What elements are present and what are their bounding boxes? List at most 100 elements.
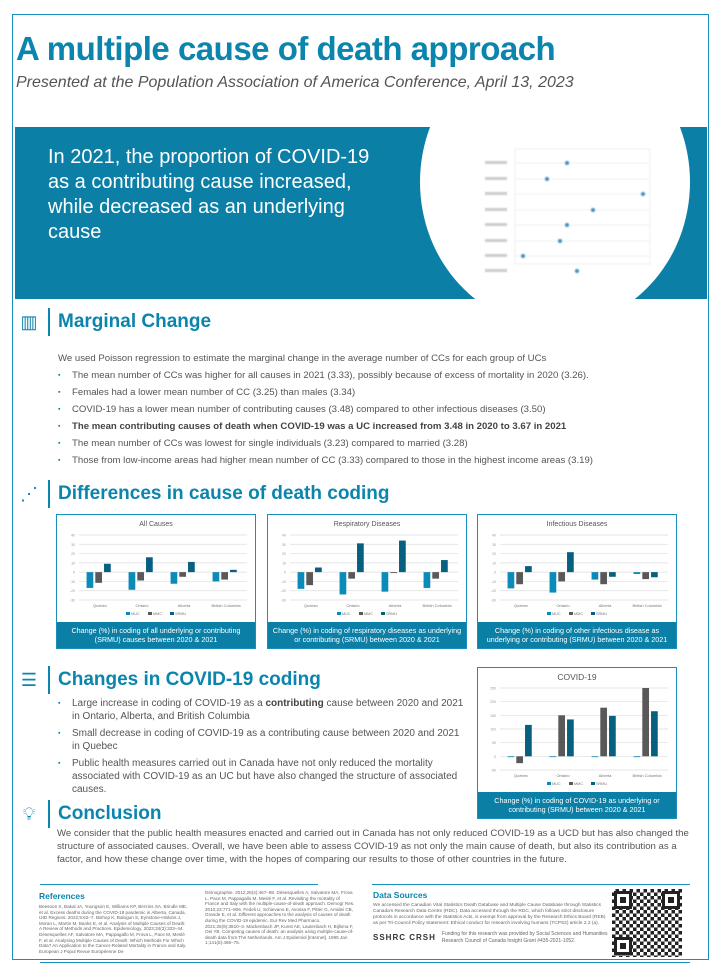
marginal-change-body: We used Poisson regression to estimate t…: [58, 350, 703, 469]
scatter-icon: ⋰: [20, 484, 38, 504]
hero-circle: [420, 127, 690, 299]
bar-mmc: [600, 707, 608, 757]
marginal-bullet: COVID-19 has a lower mean number of cont…: [58, 401, 703, 418]
y-tick-label: -30: [281, 599, 286, 603]
references-continued: Démographie. 2012;28(4):467–98. Désesque…: [205, 890, 355, 946]
y-tick-label: 20: [282, 552, 286, 556]
y-tick-label: 30: [492, 543, 496, 547]
y-tick-label: 10: [71, 561, 75, 565]
bar-srmu: [441, 560, 448, 573]
chart-infectious-diseases: Infectious Diseases 40 30 20 10 0 -10 -20 -30 Que…: [477, 514, 677, 649]
bar-mmc: [179, 572, 187, 577]
forest-plot-image: [485, 148, 651, 273]
legend-swatch: [547, 782, 551, 785]
section-title: Conclusion: [58, 803, 162, 824]
legend-label: MMC: [364, 612, 373, 616]
x-tick-label: Ontario: [135, 603, 149, 608]
y-tick-label: -10: [70, 580, 75, 584]
references-col1: Beesoon S, Bakal JA, Youngson E, William…: [39, 904, 188, 954]
references-heading: References: [39, 891, 85, 901]
bar-muc: [423, 572, 431, 588]
bar-muc: [86, 572, 94, 588]
x-tick-label: Alberta: [178, 603, 191, 608]
chart-title: COVID-19: [557, 672, 597, 682]
y-tick-label: 0: [73, 571, 75, 575]
legend-swatch: [381, 612, 385, 615]
legend-label: MUC: [342, 612, 351, 616]
server-icon: ☰: [20, 670, 38, 690]
chart-caption: Change (%) in coding of all underlying o…: [57, 622, 255, 648]
bar-mmc: [558, 715, 566, 757]
bar-muc: [381, 572, 389, 592]
bar-srmu: [525, 566, 532, 573]
y-tick-label: 40: [492, 534, 496, 538]
legend-label: MMC: [574, 612, 583, 616]
chart-covid-19: COVID-19 250 200 150 100 50 0 -50 Quebec Ontario A…: [477, 667, 677, 819]
conclusion-text: We consider that the public health measu…: [57, 828, 689, 865]
y-tick-label: -20: [70, 589, 75, 593]
legend-label: MUC: [552, 782, 561, 786]
bar-muc: [170, 572, 178, 584]
chart-plot: 40 30 20 10 0 -10 -20 -30 Quebec Ontario Alberta Br…: [491, 534, 668, 616]
legend-label: MMC: [574, 782, 583, 786]
y-tick-label: 0: [494, 571, 496, 575]
y-tick-label: 200: [490, 700, 496, 704]
y-tick-label: -30: [70, 599, 75, 603]
text: Large increase in coding of COVID-19 as …: [72, 698, 266, 709]
x-tick-label: Quebec: [304, 603, 318, 608]
bar-muc: [507, 756, 515, 758]
y-tick-label: 40: [71, 534, 75, 538]
legend-label: SRMU: [596, 612, 607, 616]
chart-plot: 40 30 20 10 0 -10 -20 -30 Quebec Ontario Alberta Br…: [281, 534, 458, 616]
bar-srmu: [609, 572, 616, 577]
x-tick-label: British Columbia: [211, 603, 241, 608]
bar-muc: [549, 756, 557, 758]
bar-muc: [591, 756, 599, 758]
legend-label: SRMU: [596, 782, 607, 786]
y-tick-label: -30: [491, 599, 496, 603]
legend-swatch: [337, 612, 341, 615]
covid-bullet: Small decrease in coding of COVID-19 as …: [58, 727, 468, 753]
bar-srmu: [651, 572, 658, 578]
y-tick-label: 0: [494, 755, 496, 759]
y-tick-label: 100: [490, 728, 496, 732]
y-tick-label: 20: [492, 552, 496, 556]
poster-subtitle: Presented at the Population Association …: [16, 74, 574, 91]
bar-muc: [549, 572, 557, 593]
bar-muc: [591, 572, 599, 580]
hero-banner: In 2021, the proportion of COVID-19 as a…: [15, 127, 707, 299]
sshrc-logo: SSHRC CRSH: [373, 932, 436, 942]
legend-label: MMC: [153, 612, 162, 616]
qr-code[interactable]: [612, 889, 682, 957]
x-tick-label: Ontario: [556, 773, 570, 778]
bar-srmu: [567, 719, 574, 757]
legend-swatch: [569, 612, 573, 615]
x-tick-label: Alberta: [599, 603, 612, 608]
covid-coding-header: ☰ Changes in COVID-19 coding: [18, 666, 321, 694]
legend-swatch: [148, 612, 152, 615]
marginal-bullet: The mean number of CCs was lowest for si…: [58, 435, 703, 452]
bar-mmc: [432, 572, 440, 579]
marginal-bullet: The mean contributing causes of death wh…: [58, 418, 703, 435]
bar-srmu: [399, 540, 406, 573]
hero-headline: In 2021, the proportion of COVID-19 as a…: [48, 146, 370, 243]
x-tick-label: Ontario: [346, 603, 360, 608]
bar-muc: [128, 572, 136, 590]
x-tick-label: Quebec: [514, 773, 528, 778]
x-tick-label: Ontario: [556, 603, 570, 608]
poster-frame: [12, 14, 709, 960]
bar-srmu: [104, 563, 111, 573]
conclusion-header: 💡︎ Conclusion: [18, 800, 161, 828]
chart-title: Respiratory Diseases: [333, 521, 401, 528]
covid-bullet: Large increase in coding of COVID-19 as …: [58, 697, 468, 723]
x-tick-label: Alberta: [599, 773, 612, 778]
chart-caption: Change (%) in coding of COVID-19 as unde…: [478, 792, 676, 818]
data-sources-heading: Data Sources: [373, 890, 428, 900]
y-tick-label: 150: [490, 714, 496, 718]
chart-caption: Change (%) in coding of respiratory dise…: [268, 622, 466, 648]
chart-all-causes: All Causes 40 30 20 10 0 -10 -20 -30 Quebec Ontari…: [56, 514, 256, 649]
bar-muc: [507, 572, 515, 589]
bar-srmu: [525, 724, 532, 757]
bar-mmc: [600, 572, 608, 585]
chart-title: All Causes: [139, 521, 173, 528]
